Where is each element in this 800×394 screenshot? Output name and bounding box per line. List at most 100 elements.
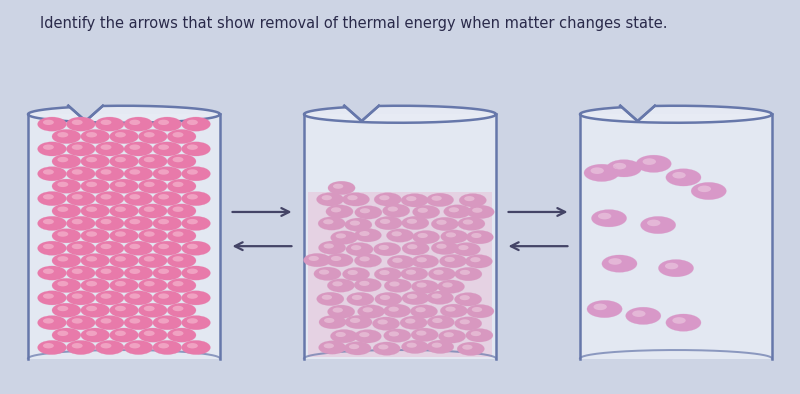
- Polygon shape: [580, 114, 772, 359]
- Circle shape: [358, 305, 385, 318]
- Circle shape: [130, 343, 140, 348]
- Circle shape: [587, 300, 622, 318]
- Circle shape: [432, 318, 442, 323]
- Circle shape: [182, 142, 210, 156]
- Circle shape: [411, 328, 438, 342]
- Circle shape: [187, 145, 198, 150]
- Circle shape: [138, 179, 167, 193]
- Circle shape: [86, 331, 97, 336]
- Circle shape: [317, 292, 344, 306]
- Circle shape: [323, 219, 334, 224]
- Circle shape: [130, 244, 140, 249]
- Circle shape: [43, 318, 54, 323]
- Circle shape: [138, 204, 167, 218]
- Circle shape: [406, 196, 417, 201]
- Circle shape: [153, 241, 182, 255]
- Circle shape: [187, 294, 198, 299]
- Polygon shape: [28, 106, 220, 123]
- Circle shape: [446, 307, 456, 312]
- Circle shape: [642, 158, 656, 165]
- Circle shape: [72, 318, 82, 323]
- Circle shape: [626, 307, 661, 325]
- Circle shape: [81, 204, 110, 218]
- Circle shape: [378, 245, 389, 250]
- Circle shape: [110, 204, 138, 218]
- Circle shape: [167, 229, 196, 243]
- Circle shape: [167, 154, 196, 169]
- Circle shape: [95, 291, 124, 305]
- Circle shape: [672, 317, 686, 324]
- Circle shape: [350, 221, 360, 226]
- Circle shape: [58, 281, 68, 286]
- Circle shape: [58, 256, 68, 262]
- Circle shape: [322, 295, 332, 300]
- Circle shape: [444, 205, 471, 218]
- Circle shape: [446, 232, 456, 238]
- Circle shape: [81, 154, 110, 169]
- Circle shape: [115, 157, 126, 162]
- Circle shape: [431, 217, 458, 230]
- Circle shape: [101, 269, 111, 274]
- Circle shape: [434, 270, 444, 275]
- Circle shape: [124, 142, 153, 156]
- Circle shape: [173, 331, 183, 336]
- Circle shape: [383, 304, 410, 318]
- Circle shape: [95, 316, 124, 330]
- Circle shape: [86, 132, 97, 138]
- Circle shape: [324, 343, 334, 348]
- Circle shape: [465, 255, 492, 268]
- Circle shape: [153, 167, 182, 181]
- Circle shape: [360, 208, 370, 213]
- Circle shape: [173, 231, 183, 237]
- Circle shape: [387, 206, 398, 212]
- Circle shape: [110, 154, 138, 169]
- Circle shape: [426, 193, 454, 206]
- Circle shape: [407, 294, 418, 299]
- Circle shape: [101, 219, 111, 224]
- Circle shape: [81, 229, 110, 243]
- Circle shape: [380, 295, 390, 300]
- Circle shape: [406, 343, 417, 348]
- Circle shape: [173, 281, 183, 286]
- Circle shape: [441, 230, 468, 243]
- Circle shape: [698, 186, 711, 192]
- Circle shape: [110, 303, 138, 318]
- Circle shape: [144, 281, 154, 286]
- Circle shape: [158, 269, 169, 274]
- Circle shape: [374, 268, 402, 281]
- Circle shape: [449, 207, 459, 212]
- Circle shape: [101, 318, 111, 323]
- Circle shape: [319, 316, 346, 329]
- Circle shape: [144, 256, 154, 262]
- Circle shape: [58, 182, 68, 187]
- Circle shape: [144, 231, 154, 237]
- Circle shape: [454, 317, 482, 330]
- Circle shape: [344, 342, 371, 355]
- Circle shape: [466, 329, 493, 342]
- Circle shape: [43, 219, 54, 224]
- Circle shape: [182, 241, 210, 255]
- Circle shape: [86, 281, 97, 286]
- Circle shape: [124, 191, 153, 206]
- Circle shape: [413, 205, 440, 219]
- Circle shape: [472, 208, 482, 213]
- Circle shape: [86, 157, 97, 162]
- Circle shape: [66, 191, 95, 206]
- Circle shape: [144, 206, 154, 212]
- Circle shape: [342, 193, 370, 206]
- Circle shape: [359, 332, 370, 337]
- Circle shape: [58, 157, 68, 162]
- Circle shape: [346, 292, 374, 306]
- Circle shape: [182, 340, 210, 355]
- Circle shape: [173, 256, 183, 262]
- Circle shape: [331, 256, 342, 261]
- Circle shape: [158, 318, 169, 323]
- Circle shape: [43, 145, 54, 150]
- Circle shape: [318, 341, 346, 354]
- Circle shape: [309, 256, 319, 261]
- Circle shape: [124, 167, 153, 181]
- Circle shape: [359, 256, 370, 262]
- Circle shape: [346, 243, 373, 256]
- Circle shape: [426, 291, 454, 305]
- Circle shape: [410, 305, 438, 318]
